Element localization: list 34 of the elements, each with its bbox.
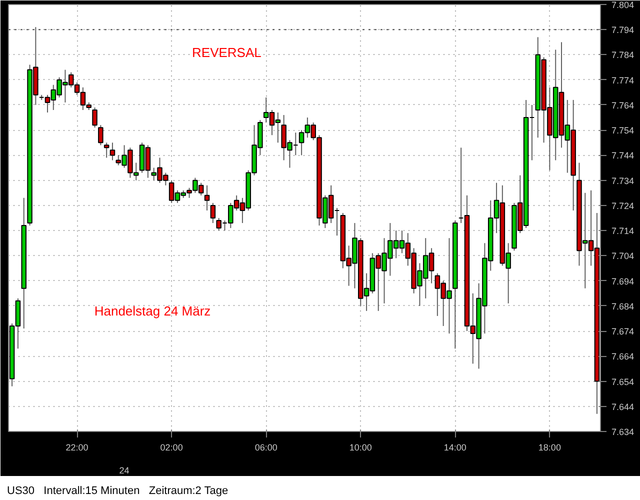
y-tick-label: 7.794 bbox=[612, 25, 634, 36]
x-tick-label: 14:00 bbox=[444, 442, 466, 452]
x-tick-label: 06:00 bbox=[254, 442, 278, 452]
x-tick-label: 22:00 bbox=[66, 442, 88, 452]
candlestick bbox=[210, 202, 216, 224]
y-tick-label: 7.664 bbox=[612, 352, 634, 362]
y-tick-label: 7.774 bbox=[612, 75, 634, 86]
y-tick-label: 7.654 bbox=[612, 376, 634, 387]
candlestick bbox=[204, 184, 210, 211]
y-tick-label: 7.744 bbox=[612, 150, 634, 161]
y-tick-label: 7.764 bbox=[612, 100, 634, 110]
y-tick-label: 7.704 bbox=[612, 251, 634, 262]
x-tick-label: 02:00 bbox=[160, 442, 183, 452]
y-tick-label: 7.674 bbox=[612, 326, 634, 337]
y-tick-label: 7.714 bbox=[612, 226, 634, 236]
y-tick-label: 7.734 bbox=[612, 176, 634, 186]
candlestick bbox=[110, 142, 116, 161]
y-tick-label: 7.634 bbox=[612, 427, 634, 437]
y-tick-label: 7.694 bbox=[612, 276, 634, 286]
y-tick-label: 7.644 bbox=[612, 402, 634, 412]
annotation: Handelstag 24 März bbox=[94, 303, 211, 318]
y-tick-label: 7.784 bbox=[612, 50, 634, 60]
candlestick bbox=[104, 142, 110, 158]
y-tick-label: 7.724 bbox=[612, 200, 634, 211]
y-tick-label: 7.684 bbox=[612, 301, 634, 312]
x-tick-label: 10:00 bbox=[349, 442, 372, 452]
text: US30 Intervall:15 Minuten Zeitraum:2 Tage bbox=[7, 484, 228, 499]
y-tick-label: 7.754 bbox=[612, 126, 634, 136]
candlestick bbox=[98, 124, 104, 146]
x-tick-label: 18:00 bbox=[538, 442, 561, 452]
candlestick bbox=[92, 106, 98, 128]
y-tick-label: 7.804 bbox=[612, 0, 634, 10]
text: 24 bbox=[119, 466, 130, 476]
annotation: REVERSAL bbox=[192, 45, 262, 60]
